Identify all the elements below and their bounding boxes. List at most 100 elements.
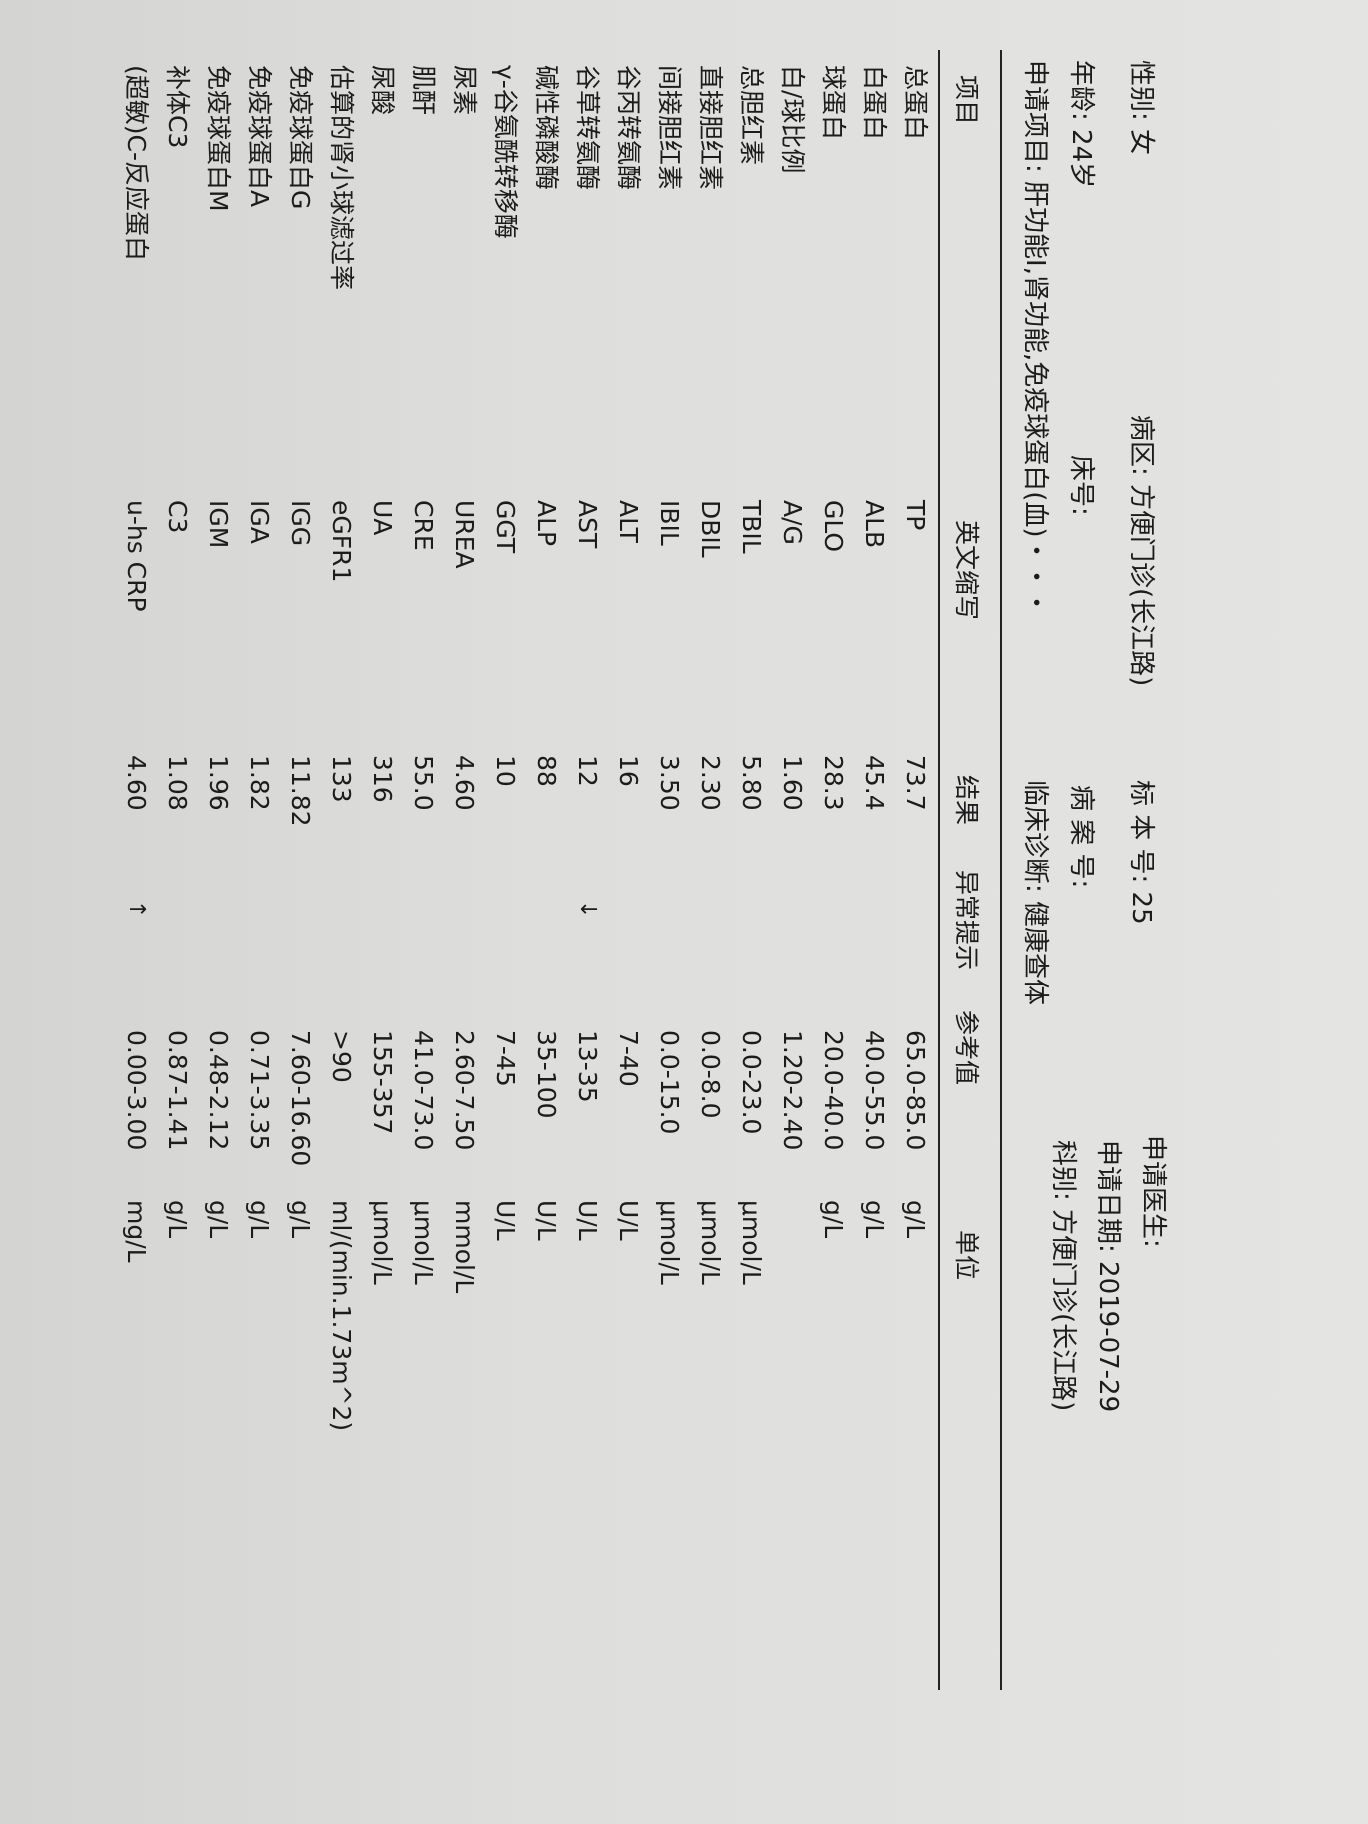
row-unit: mmol/L (450, 1200, 479, 1294)
row-result: 45.4 (860, 755, 889, 811)
row-name: (超敏)C-反应蛋白 (122, 65, 151, 261)
row-name: γ-谷氨酰转移酶 (491, 65, 520, 239)
row-ref: 0.48-2.12 (204, 1030, 233, 1151)
row-result: 5.80 (737, 755, 766, 811)
row-unit: g/L (819, 1200, 848, 1239)
row-ref: 0.0-8.0 (696, 1030, 725, 1119)
row-unit: ml/(min.1.73m^2) (327, 1200, 356, 1432)
row-result: 316 (368, 755, 397, 803)
row-result: 1.60 (778, 755, 807, 811)
row-ref: 0.00-3.00 (122, 1030, 151, 1151)
row-abbr: A/G (778, 500, 807, 545)
request-date: 申请日期: 2019-07-29 (1093, 1140, 1123, 1413)
header-rule (938, 50, 940, 1690)
top-rule (1000, 50, 1002, 1690)
row-name: 总蛋白 (901, 65, 930, 141)
row-name: 补体C3 (163, 65, 192, 149)
row-unit: μmol/L (655, 1200, 684, 1285)
row-abbr: CRE (409, 500, 438, 551)
row-ref: 0.87-1.41 (163, 1030, 192, 1151)
row-abbr: ALB (860, 500, 889, 549)
row-ref: 2.60-7.50 (450, 1030, 479, 1151)
row-ref: 0.0-15.0 (655, 1030, 684, 1135)
row-abbr: eGFR1 (327, 500, 356, 583)
age: 年龄: 24岁 (1066, 60, 1096, 189)
requested-items: 申请项目: 肝功能Ⅰ,肾功能,免疫球蛋白(血)・・・ (1020, 60, 1050, 616)
clinical-diagnosis: 临床诊断: 健康查体 (1020, 780, 1050, 1006)
row-abbr: AST (573, 500, 602, 549)
row-unit: g/L (245, 1200, 274, 1239)
row-ref: 13-35 (573, 1030, 602, 1103)
row-result: 73.7 (901, 755, 930, 811)
row-name: 谷丙转氨酶 (614, 65, 643, 191)
col-header-ref: 参考值 (952, 1010, 981, 1086)
row-abbr: IGG (286, 500, 315, 547)
row-ref: 41.0-73.0 (409, 1030, 438, 1151)
specimen-no: 标 本 号: 25 (1126, 780, 1156, 925)
col-header-flag: 异常提示 (952, 870, 981, 971)
col-header-unit: 单位 (952, 1230, 981, 1281)
case-no: 病 案 号: (1066, 785, 1096, 889)
row-abbr: ALP (532, 500, 561, 547)
row-abbr: IGA (245, 500, 274, 544)
col-header-result: 结果 (952, 775, 981, 826)
row-result: 88 (532, 755, 561, 787)
col-header-abbr: 英文缩写 (952, 520, 981, 621)
row-unit: g/L (204, 1200, 233, 1239)
ward: 病区: 方便门诊(长江路) (1126, 415, 1156, 687)
department: 科别: 方便门诊(长江路) (1048, 1140, 1078, 1412)
row-abbr: TBIL (737, 500, 766, 554)
row-ref: >90 (327, 1030, 356, 1083)
row-result: 10 (491, 755, 520, 787)
row-ref: 65.0-85.0 (901, 1030, 930, 1151)
row-name: 谷草转氨酶 (573, 65, 602, 191)
row-result: 12 (573, 755, 602, 787)
row-unit: U/L (573, 1200, 602, 1241)
row-result: 1.96 (204, 755, 233, 811)
row-result: 3.50 (655, 755, 684, 811)
row-name: 估算的肾小球滤过率 (327, 65, 356, 291)
row-name: 白/球比例 (778, 65, 807, 174)
row-name: 尿酸 (368, 65, 397, 116)
row-ref: 35-100 (532, 1030, 561, 1119)
row-abbr: C3 (163, 500, 192, 534)
row-unit: g/L (163, 1200, 192, 1239)
row-unit: g/L (901, 1200, 930, 1239)
row-unit: μmol/L (737, 1200, 766, 1285)
row-abbr: GLO (819, 500, 848, 553)
row-name: 总胆红素 (737, 65, 766, 166)
row-unit: U/L (532, 1200, 561, 1241)
row-name: 免疫球蛋白A (245, 65, 274, 208)
row-ref: 155-357 (368, 1030, 397, 1135)
row-result: 1.08 (163, 755, 192, 811)
row-result: 16 (614, 755, 643, 787)
col-header-name: 项目 (952, 75, 981, 126)
row-abbr: GGT (491, 500, 520, 554)
row-result: 4.60 (450, 755, 479, 811)
row-ref: 1.20-2.40 (778, 1030, 807, 1151)
row-abbr: IBIL (655, 500, 684, 546)
row-name: 碱性磷酸酶 (532, 65, 561, 191)
row-name: 肌酐 (409, 65, 438, 116)
row-result: 11.82 (286, 755, 315, 827)
row-name: 白蛋白 (860, 65, 889, 141)
row-ref: 7-40 (614, 1030, 643, 1087)
row-abbr: UA (368, 500, 397, 536)
bed-no: 床号: (1066, 455, 1096, 516)
row-unit: μmol/L (368, 1200, 397, 1285)
row-name: 免疫球蛋白G (286, 65, 315, 210)
row-name: 间接胆红素 (655, 65, 684, 191)
arrow-up-icon: ↑ (124, 900, 149, 919)
row-result: 55.0 (409, 755, 438, 811)
row-ref: 40.0-55.0 (860, 1030, 889, 1151)
arrow-down-icon: ↓ (575, 900, 600, 919)
row-abbr: ALT (614, 500, 643, 543)
row-unit: U/L (491, 1200, 520, 1241)
row-abbr: TP (901, 500, 930, 531)
row-abbr: UREA (450, 500, 479, 569)
row-ref: 20.0-40.0 (819, 1030, 848, 1151)
row-result: 28.3 (819, 755, 848, 811)
row-unit: g/L (286, 1200, 315, 1239)
row-unit: mg/L (122, 1200, 151, 1263)
